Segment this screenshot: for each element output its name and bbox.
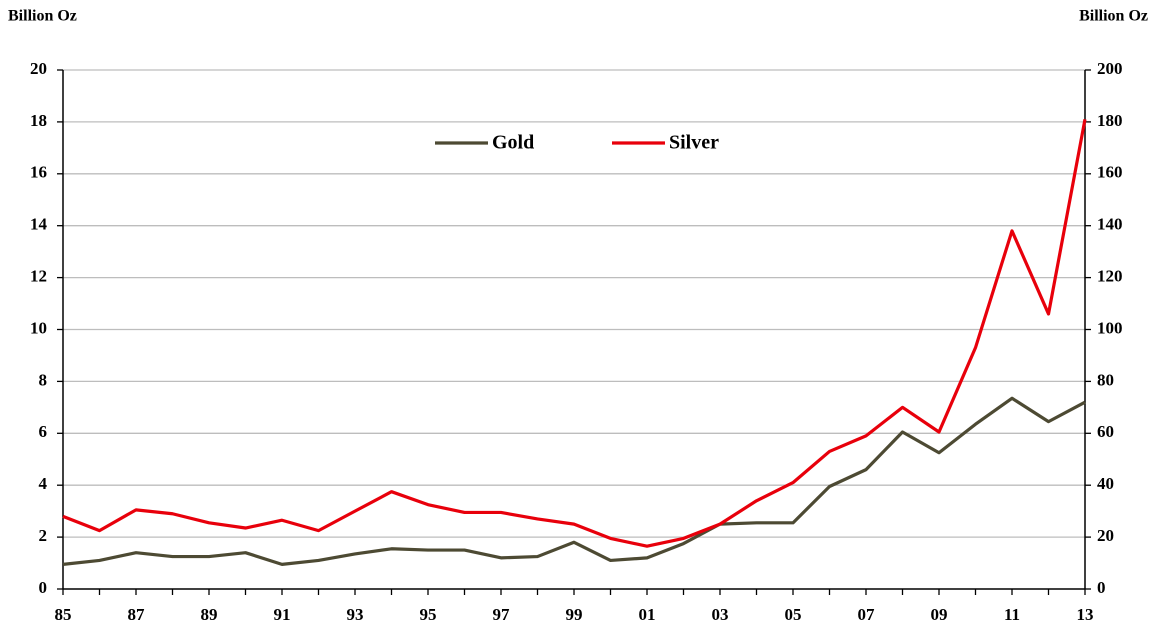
y-tick-label: 16 — [30, 163, 47, 182]
x-tick-label: 89 — [201, 605, 218, 624]
x-tick-label: 85 — [55, 605, 72, 624]
x-tick-label: 09 — [931, 605, 948, 624]
x-tick-label: 91 — [274, 605, 291, 624]
y2-tick-label: 180 — [1097, 111, 1123, 130]
x-tick-label: 87 — [128, 605, 146, 624]
x-tick-label: 11 — [1004, 605, 1020, 624]
y-tick-label: 14 — [30, 215, 48, 234]
y-tick-label: 20 — [30, 59, 47, 78]
x-tick-label: 95 — [420, 605, 437, 624]
x-tick-label: 05 — [785, 605, 802, 624]
y-axis-label: Billion Oz — [8, 8, 77, 25]
x-tick-label: 99 — [566, 605, 583, 624]
series-line — [62, 119, 1087, 548]
y2-axis-label: Billion Oz — [1079, 8, 1148, 25]
y2-tick-label: 40 — [1097, 474, 1114, 493]
y2-tick-label: 100 — [1097, 318, 1123, 337]
x-tick-label: 03 — [712, 605, 729, 624]
y-tick-label: 18 — [30, 111, 47, 130]
y2-tick-label: 80 — [1097, 370, 1114, 389]
x-tick-label: 93 — [347, 605, 364, 624]
y-tick-label: 6 — [39, 422, 48, 441]
legend-label: Gold — [492, 132, 534, 154]
y2-tick-label: 120 — [1097, 267, 1123, 286]
y-tick-label: 0 — [39, 578, 48, 597]
y2-tick-label: 60 — [1097, 422, 1114, 441]
x-tick-label: 97 — [493, 605, 511, 624]
y2-tick-label: 160 — [1097, 163, 1123, 182]
y2-tick-label: 20 — [1097, 526, 1114, 545]
x-tick-label: 07 — [858, 605, 876, 624]
y2-tick-label: 200 — [1097, 59, 1123, 78]
y-tick-label: 8 — [39, 370, 48, 389]
x-tick-label: 01 — [639, 605, 656, 624]
legend-label: Silver — [669, 132, 719, 154]
y-tick-label: 12 — [30, 267, 47, 286]
y-tick-label: 10 — [30, 318, 47, 337]
y-tick-label: 2 — [39, 526, 48, 545]
y2-tick-label: 0 — [1097, 578, 1106, 597]
y-tick-label: 4 — [39, 474, 48, 493]
series-line — [62, 396, 1086, 566]
x-tick-label: 13 — [1077, 605, 1094, 624]
y2-tick-label: 140 — [1097, 215, 1123, 234]
